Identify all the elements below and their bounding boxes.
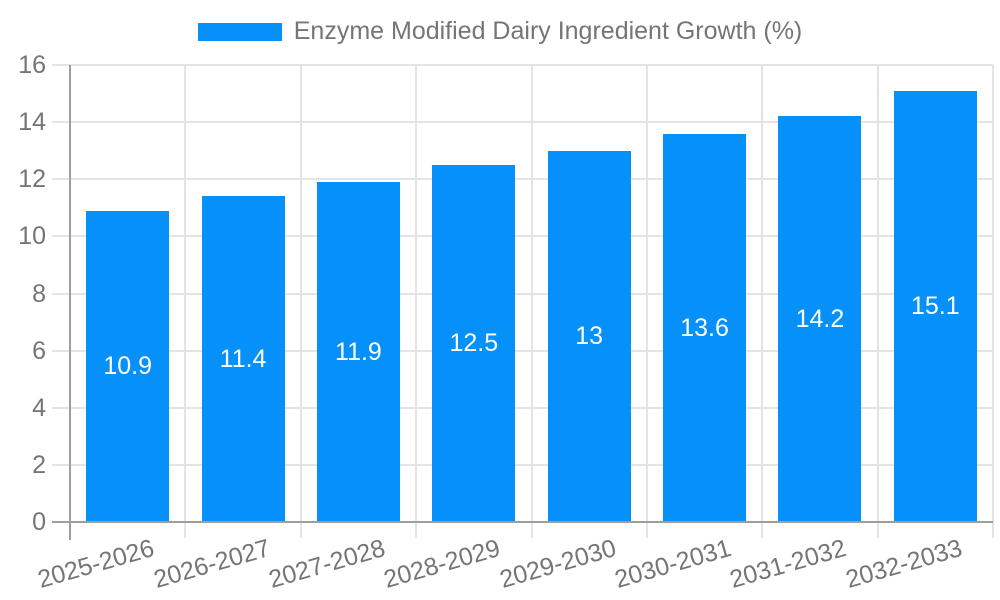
bar-value-label: 13 [575,322,604,351]
y-axis-tick-label: 16 [18,51,46,79]
x-axis-line [52,521,993,523]
bar-value-label: 11.4 [219,345,267,374]
h-gridline [52,406,993,409]
legend-swatch-icon [197,22,282,41]
y-axis-tick-label: 2 [32,450,46,479]
bar[interactable] [316,182,400,522]
h-gridline [52,349,993,352]
h-gridline [52,463,993,466]
x-axis-tick-label: 2028-2029 [380,534,504,594]
y-axis-tick-label: 10 [18,222,46,251]
bar-value-label: 12.5 [449,329,499,358]
h-gridline [52,64,993,66]
bar-value-label: 15.1 [910,292,960,321]
v-gridline [415,65,418,538]
y-axis-tick-label: 4 [32,393,46,422]
h-gridline [52,121,993,124]
x-axis-tick-label: 2032-2033 [842,534,966,594]
x-axis-tick-label: 2029-2030 [496,534,619,594]
y-axis-tick-label: 6 [32,336,46,365]
y-axis-line [69,65,71,540]
v-gridline [645,65,648,538]
h-gridline [52,292,993,295]
bar[interactable] [663,133,747,522]
x-axis-tick-label: 2030-2031 [611,534,735,594]
bar-value-label: 11.9 [335,338,382,367]
y-axis-tick-label: 12 [18,165,46,194]
x-axis-tick-label: 2026-2027 [150,534,273,594]
v-gridline [761,65,764,538]
h-gridline [52,235,993,238]
bar-value-label: 13.6 [680,313,729,342]
v-gridline [184,65,187,538]
legend-label: Enzyme Modified Dairy Ingredient Growth … [293,17,803,45]
x-axis-tick-label: 2031-2032 [727,534,850,594]
v-gridline [299,65,302,538]
bar[interactable] [778,116,862,522]
bar[interactable] [547,150,631,522]
x-axis-tick-label: 2027-2028 [265,534,389,594]
bar[interactable] [432,164,516,522]
v-gridline [876,65,879,538]
y-axis-tick-label: 0 [32,508,46,536]
bar-value-label: 10.9 [103,352,153,381]
y-axis-tick-label: 8 [32,279,46,308]
x-axis-tick-label: 2025-2026 [34,534,158,594]
v-gridline [992,65,994,538]
bar[interactable] [86,210,170,522]
legend[interactable]: Enzyme Modified Dairy Ingredient Growth … [0,17,1000,46]
bar-value-label: 14.2 [795,305,845,334]
y-axis-tick-label: 14 [18,108,46,137]
bar[interactable] [893,90,977,522]
h-gridline [52,178,993,181]
bar[interactable] [201,196,285,522]
v-gridline [530,65,533,538]
